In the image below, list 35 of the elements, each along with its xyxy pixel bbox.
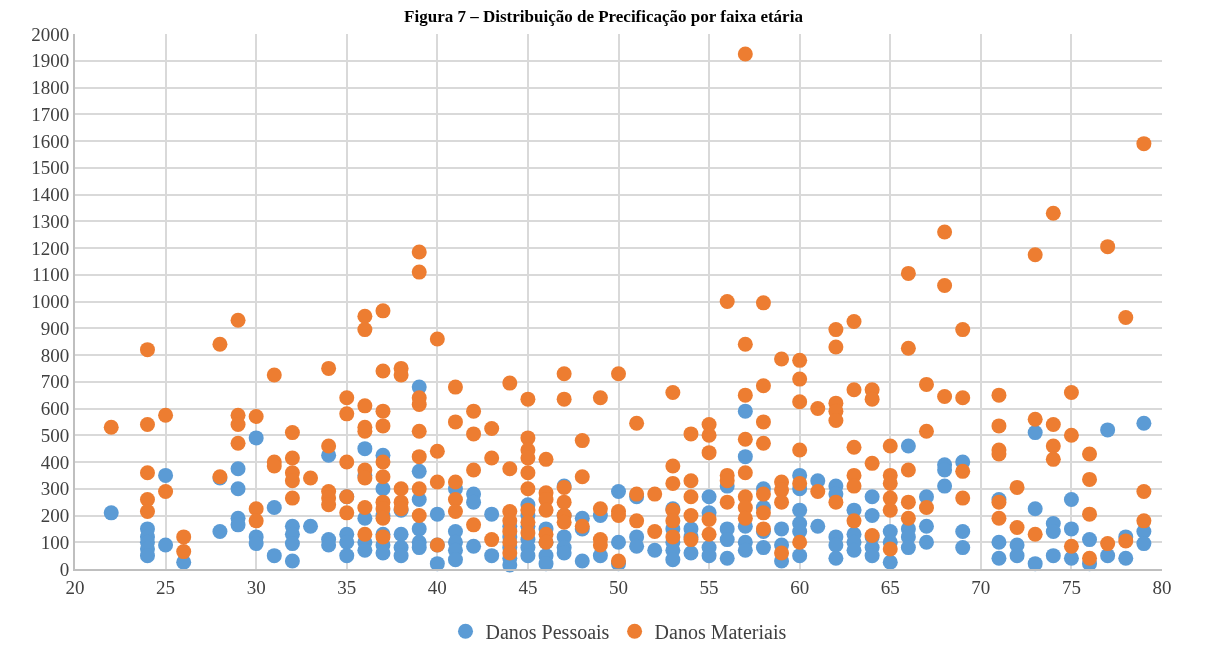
- x-tick-label: 40: [427, 576, 447, 598]
- legend-label: Danos Materiais: [654, 621, 787, 644]
- x-tick-label: 45: [518, 576, 538, 598]
- y-tick-label: 600: [40, 398, 70, 420]
- x-tick-label: 65: [880, 576, 900, 598]
- y-tick-label: 200: [40, 505, 70, 527]
- x-tick-label: 60: [790, 576, 810, 598]
- y-tick-label: 1500: [31, 157, 70, 179]
- y-tick-label: 1800: [31, 77, 70, 99]
- y-tick-label: 1400: [31, 184, 70, 206]
- y-tick-label: 100: [40, 531, 70, 553]
- y-tick-label: 1000: [31, 291, 70, 313]
- x-tick-label: 70: [971, 576, 991, 598]
- x-tick-label: 75: [1061, 576, 1081, 598]
- y-tick-label: 1200: [31, 237, 70, 259]
- y-tick-label: 300: [40, 478, 70, 500]
- y-tick-label: 1300: [31, 210, 70, 232]
- y-tick-label: 800: [40, 344, 70, 366]
- chart-title: Figura 7 – Distribuição de Precificação por faixa etária: [404, 6, 804, 26]
- y-tick-label: 700: [40, 371, 70, 393]
- y-tick-label: 1700: [31, 103, 70, 125]
- y-tick-label: 1900: [31, 50, 70, 72]
- y-tick-label: 900: [40, 317, 70, 339]
- y-tick-label: 400: [40, 451, 70, 473]
- x-tick-label: 35: [337, 576, 357, 598]
- y-tick-label: 1600: [31, 130, 70, 152]
- y-tick-label: 500: [40, 424, 70, 446]
- x-tick-label: 25: [156, 576, 176, 598]
- x-tick-label: 80: [1152, 576, 1172, 598]
- y-tick-label: 2000: [31, 23, 70, 45]
- x-tick-label: 50: [609, 576, 628, 598]
- y-tick-label: 1100: [31, 264, 70, 286]
- legend-label: Danos Pessoais: [485, 621, 610, 644]
- x-tick-label: 30: [246, 576, 266, 598]
- x-tick-label: 55: [699, 576, 719, 598]
